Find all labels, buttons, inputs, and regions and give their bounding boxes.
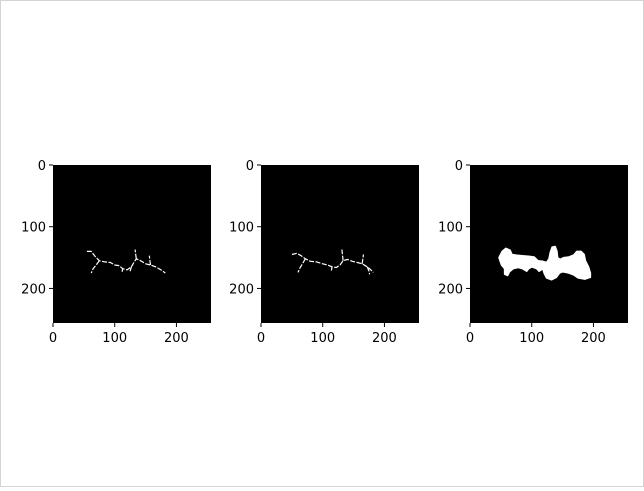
y-tick-label: 200 xyxy=(438,282,463,297)
x-tick-label: 100 xyxy=(102,331,127,346)
y-tick-label: 100 xyxy=(229,221,254,236)
skeleton-line xyxy=(361,254,365,264)
x-tick-label: 100 xyxy=(519,331,544,346)
y-tick-label: 0 xyxy=(455,159,463,174)
skeleton-line xyxy=(134,249,137,259)
x-tick-label: 200 xyxy=(372,331,397,346)
panel-middle: 0 100 200 0 100 200 xyxy=(229,159,419,346)
image-background xyxy=(53,165,211,323)
panel-right: 0 100 200 0 100 200 xyxy=(438,159,628,346)
x-tick-label: 0 xyxy=(466,331,474,346)
skeleton-line xyxy=(297,258,306,273)
skeleton-line xyxy=(341,249,344,261)
mask-region xyxy=(498,245,592,281)
panel-left: 0 100 200 0 100 200 xyxy=(21,159,211,346)
x-tick-label: 200 xyxy=(164,331,189,346)
y-tick-label: 200 xyxy=(229,282,254,297)
skeleton-line xyxy=(366,266,371,275)
y-tick-label: 200 xyxy=(21,282,46,297)
x-tick-label: 0 xyxy=(49,331,57,346)
skeleton-line xyxy=(121,268,124,272)
image-background xyxy=(261,165,419,323)
y-tick-label: 0 xyxy=(246,159,254,174)
image-background xyxy=(470,165,628,323)
x-tick-label: 100 xyxy=(310,331,335,346)
y-tick-label: 100 xyxy=(21,221,46,236)
y-tick-label: 0 xyxy=(38,159,46,174)
skeleton-line xyxy=(129,266,132,272)
x-tick-label: 200 xyxy=(581,331,606,346)
y-tick-label: 100 xyxy=(438,221,463,236)
skeleton-line xyxy=(330,266,333,271)
skeleton-line xyxy=(90,260,100,274)
skeleton-line xyxy=(148,255,152,266)
x-tick-label: 0 xyxy=(257,331,265,346)
